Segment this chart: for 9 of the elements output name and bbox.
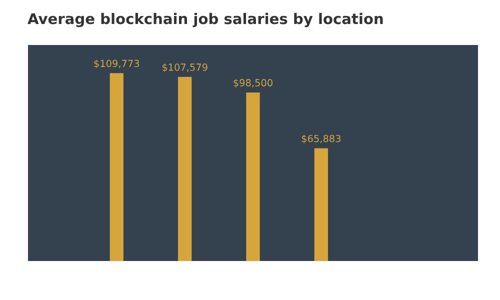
data-label: $109,773	[94, 60, 140, 68]
data-label: $107,579	[162, 63, 208, 72]
bar	[246, 92, 260, 261]
bar	[178, 76, 192, 261]
bar	[314, 148, 328, 261]
data-label: $65,883	[302, 134, 341, 144]
chart-title: Average blockchain job salaries by location	[28, 12, 383, 28]
data-label: $98,500	[234, 78, 272, 88]
bar	[110, 73, 124, 261]
